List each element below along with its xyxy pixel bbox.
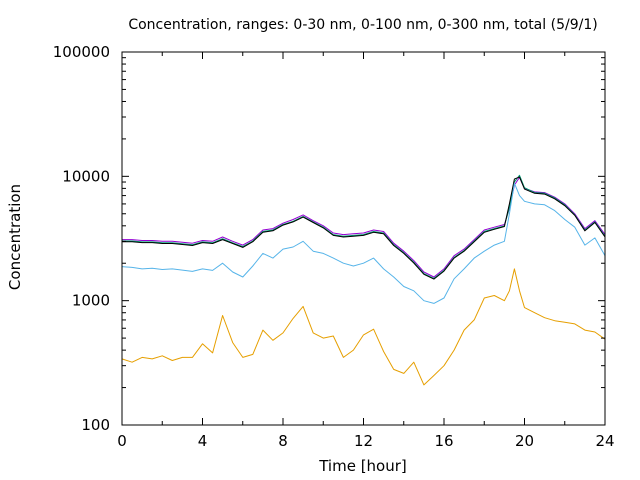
y-tick-label: 100	[81, 416, 110, 434]
y-tick-label: 10000	[62, 167, 110, 185]
series-line-3	[122, 176, 606, 280]
y-tick-label: 100000	[53, 43, 110, 61]
chart-title: Concentration, ranges: 0-30 nm, 0-100 nm…	[128, 17, 597, 33]
x-tick-label: 20	[515, 432, 534, 450]
y-tick-label: 1000	[72, 292, 110, 310]
y-axis-label: Concentration	[6, 184, 24, 290]
series-line-5	[121, 268, 606, 386]
x-axis-label: Time [hour]	[318, 457, 407, 475]
x-tick-label: 0	[117, 432, 127, 450]
series-line-4	[121, 182, 606, 304]
series-line-2	[122, 174, 606, 279]
x-tick-label: 24	[595, 432, 614, 450]
plot-frame	[121, 51, 606, 426]
x-tick-label: 12	[354, 432, 373, 450]
series-layer	[121, 174, 606, 386]
ticks-layer: 0 4 8 12 16 20 24 100 1000 10000 100000	[53, 43, 615, 450]
x-tick-label: 16	[434, 432, 453, 450]
x-tick-label: 4	[198, 432, 208, 450]
x-tick-label: 8	[278, 432, 288, 450]
